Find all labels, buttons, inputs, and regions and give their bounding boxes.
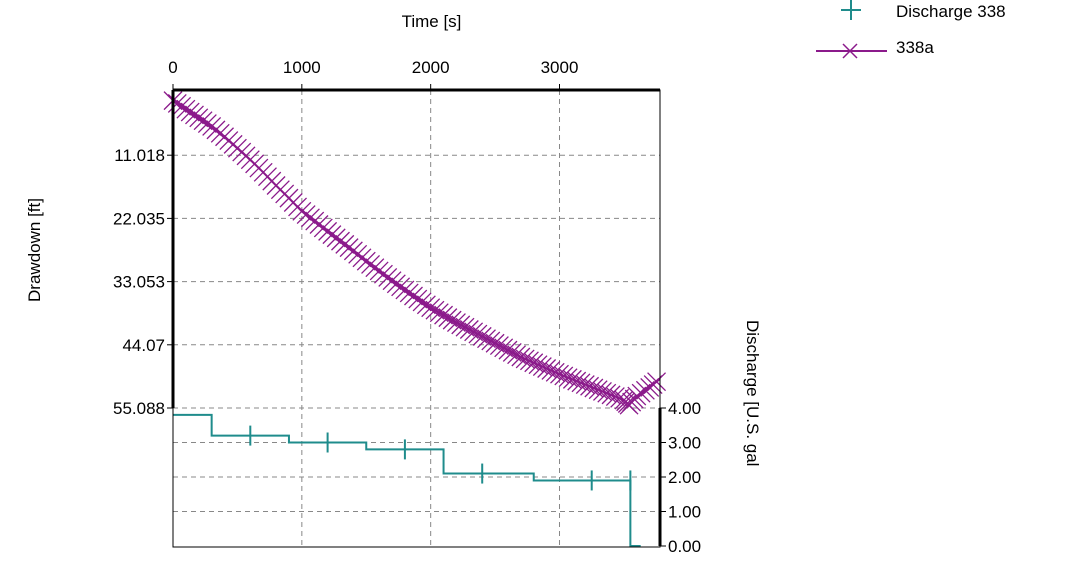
y-axis-label: Drawdown [ft]: [25, 198, 44, 302]
legend-label-338a: 338a: [896, 38, 934, 57]
series-line-338a: [172, 99, 661, 407]
y2-tick-label: 3.00: [668, 434, 701, 453]
data-point-338a: [185, 105, 204, 125]
y-tick-label: 33.053: [113, 273, 165, 292]
data-point-338a: [451, 315, 471, 335]
y-axis: 11.018 22.035 33.053 44.07 55.088: [113, 90, 175, 418]
data-point-338a: [404, 286, 423, 306]
data-point-338a: [502, 342, 522, 362]
data-point-338a: [494, 338, 514, 358]
y2-tick-label: 2.00: [668, 468, 701, 487]
legend-icon-discharge: [841, 0, 861, 20]
y-tick-label: 44.07: [122, 336, 165, 355]
data-point-338a: [468, 324, 488, 344]
data-point-338a: [361, 255, 381, 274]
data-point-338a: [382, 271, 402, 291]
data-point-338a: [425, 300, 445, 320]
x-axis-label: Time [s]: [402, 12, 462, 31]
data-point-338a: [489, 336, 509, 356]
grid-lines: [173, 90, 660, 547]
data-point-338a: [335, 234, 355, 254]
data-point-338a: [627, 386, 647, 406]
data-point-338a: [167, 94, 187, 113]
data-point-338a: [429, 303, 449, 323]
y2-tick-label: 4.00: [668, 399, 701, 418]
data-point-338a: [339, 238, 359, 258]
data-point-338a: [172, 96, 192, 116]
data-point-338a: [481, 331, 501, 351]
plot-frame: [172, 89, 661, 548]
data-point-338a: [477, 329, 496, 349]
data-point-338a: [318, 221, 338, 241]
data-point-338a: [197, 114, 217, 134]
data-point-338a: [395, 280, 415, 300]
series-line-discharge: [173, 413, 641, 547]
data-point-338a: [631, 383, 651, 403]
data-point-338a: [408, 289, 428, 309]
data-point-338a: [180, 102, 200, 122]
data-point-338a: [193, 111, 213, 131]
data-point-338a: [189, 108, 209, 128]
legend-icons: [816, 0, 887, 59]
data-point-338a: [176, 99, 196, 119]
y-tick-label: 55.088: [113, 399, 165, 418]
y2-axis-label: Discharge [U.S. gal: [743, 320, 762, 466]
data-point-338a: [331, 231, 350, 251]
data-point-338a: [373, 264, 393, 284]
data-point-338a: [369, 261, 389, 281]
data-point-338a: [416, 295, 436, 315]
y2-axis: 4.00 3.00 2.00 1.00 0.00: [658, 399, 701, 556]
data-point-338a: [296, 205, 316, 225]
series-338a: [163, 91, 667, 415]
data-point-338a: [459, 320, 479, 339]
x-tick-label: 2000: [412, 58, 450, 77]
y-tick-label: 22.035: [113, 209, 165, 228]
x-axis: 0 1000 2000 3000: [168, 58, 660, 92]
data-point-338a: [322, 225, 342, 245]
x-tick-label: 3000: [541, 58, 579, 77]
data-point-338a: [378, 268, 398, 287]
y-tick-label: 11.018: [114, 146, 165, 165]
data-point-338a: [442, 310, 462, 330]
x-tick-label: 0: [168, 58, 177, 77]
legend-label-discharge: Discharge 338: [896, 2, 1006, 21]
legend-entry-338a: 338a: [896, 38, 934, 58]
legend-entry-discharge: Discharge 338: [896, 2, 1006, 22]
data-point-338a: [446, 313, 466, 333]
data-point-338a: [421, 298, 441, 318]
data-point-338a: [635, 380, 655, 400]
data-point-338a: [300, 208, 320, 228]
data-point-338a: [365, 258, 385, 278]
data-point-338a: [434, 305, 454, 325]
data-point-338a: [399, 283, 419, 303]
data-point-338a: [292, 201, 312, 221]
data-point-338a: [464, 322, 484, 342]
x-tick-label: 1000: [283, 58, 321, 77]
data-point-338a: [326, 228, 346, 248]
data-point-338a: [438, 308, 458, 328]
data-point-338a: [472, 326, 492, 346]
legend-icon-338a-marker: [842, 43, 858, 59]
data-point-338a: [391, 277, 411, 297]
data-point-338a: [356, 251, 376, 271]
series-area: [163, 91, 667, 547]
y2-tick-label: 1.00: [668, 503, 701, 522]
data-point-338a: [485, 333, 505, 353]
series-discharge: [173, 413, 641, 547]
data-point-338a: [412, 292, 432, 312]
y2-tick-label: 0.00: [668, 537, 701, 556]
data-point-338a: [455, 317, 475, 337]
data-point-338a: [498, 340, 518, 360]
data-point-338a: [386, 274, 406, 294]
data-point-338a: [647, 372, 667, 392]
